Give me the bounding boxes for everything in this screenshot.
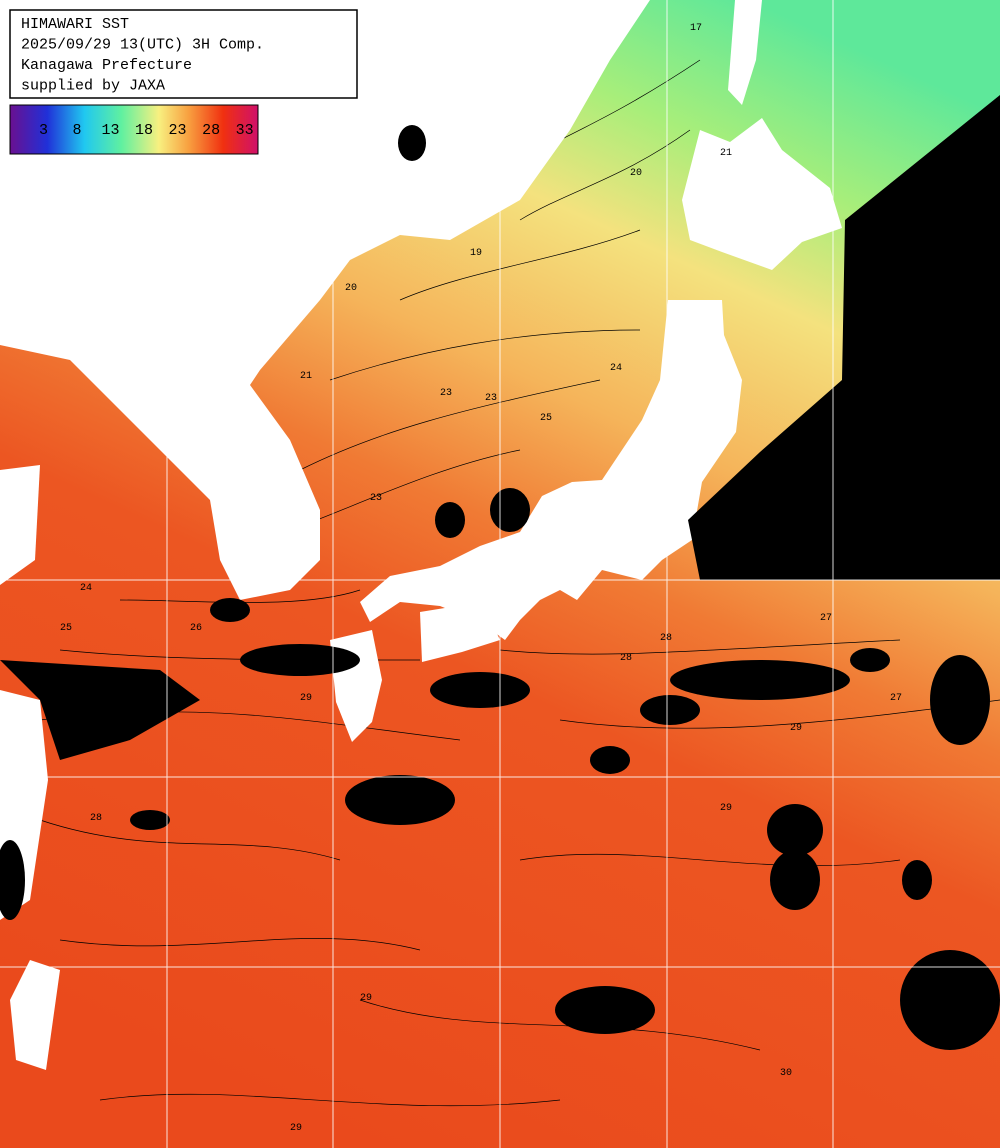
contour-label: 25 [60, 623, 72, 634]
contour-label: 29 [790, 723, 802, 734]
contour-label: 23 [485, 393, 497, 404]
colorbar-ramp [9, 104, 259, 155]
contour-label: 28 [620, 653, 632, 664]
contour-label: 28 [660, 633, 672, 644]
colorbar-tick-label: 33 [236, 122, 254, 139]
colorbar-tick-label: 8 [73, 122, 82, 139]
contour-label: 27 [890, 693, 902, 704]
contour-label: 26 [190, 623, 202, 634]
contour-lines [39, 59, 1000, 1107]
contour-label: 24 [80, 583, 92, 594]
contour-label: 20 [630, 168, 642, 179]
contour-label: 21 [720, 148, 732, 159]
title-line: 2025/09/29 13(UTC) 3H Comp. [21, 37, 264, 54]
colorbar-tick-label: 28 [202, 122, 220, 139]
colorbar-tick-label: 13 [102, 122, 120, 139]
contour-label: 27 [820, 613, 832, 624]
title-box: HIMAWARI SST 2025/09/29 13(UTC) 3H Comp. K… [9, 9, 358, 99]
contour-label: 29 [290, 1123, 302, 1134]
contour-label: 25 [540, 413, 552, 424]
contour-label: 28 [90, 813, 102, 824]
title-line: Kanagawa Prefecture [21, 57, 192, 74]
colorbar-tick-label: 18 [135, 122, 153, 139]
contour-label: 23 [440, 388, 452, 399]
title-frame [9, 9, 358, 99]
contour-label: 17 [690, 23, 702, 34]
contour-label: 29 [300, 693, 312, 704]
contour-label: 19 [470, 248, 482, 259]
contour-label: 29 [360, 993, 372, 1004]
contour-label: 30 [780, 1068, 792, 1079]
title-line: supplied by JAXA [21, 78, 165, 95]
contour-label: 24 [610, 363, 622, 374]
contour-label: 29 [720, 803, 732, 814]
colorbar-tick-label: 23 [169, 122, 187, 139]
contour-label: 21 [300, 371, 312, 382]
colorbar-tick-label: 3 [39, 122, 48, 139]
title-line: HIMAWARI SST [21, 16, 129, 33]
contour-label: 23 [370, 493, 382, 504]
contour-label: 20 [345, 283, 357, 294]
colorbar: 3 8 13 18 23 28 33 [9, 104, 259, 155]
contour-labels: 17 20 21 19 20 21 23 24 23 25 23 24 25 26 27 28 29 28 27 29… [60, 23, 902, 1134]
